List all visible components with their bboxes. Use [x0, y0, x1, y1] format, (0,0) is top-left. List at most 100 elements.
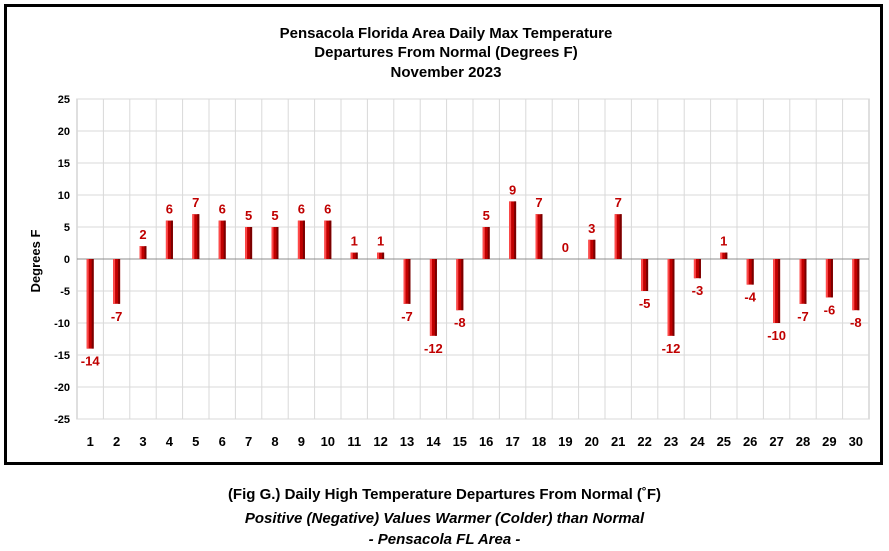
data-label: 5	[245, 208, 252, 223]
bar-shade	[91, 259, 94, 349]
x-tick-label: 21	[611, 434, 625, 449]
x-tick-label: 17	[505, 434, 519, 449]
bar	[113, 259, 121, 304]
caption-line-1: (Fig G.) Daily High Temperature Departur…	[227, 486, 662, 503]
bar-shade	[223, 220, 226, 259]
bar-highlight	[825, 259, 828, 298]
bar-shade	[514, 201, 517, 259]
chart-svg: Pensacola Florida Area Daily Max Tempera…	[28, 25, 870, 449]
y-tick-label: 10	[58, 190, 70, 202]
bar	[641, 259, 649, 291]
bar-shade	[197, 214, 200, 259]
bar-shade	[329, 220, 332, 259]
x-tick-label: 15	[453, 434, 467, 449]
x-tick-label: 18	[532, 434, 546, 449]
bar-shade	[487, 227, 490, 259]
bar	[297, 220, 305, 259]
x-tick-label: 7	[245, 434, 252, 449]
bar-shade	[276, 227, 279, 259]
bar-shade	[804, 259, 807, 304]
bar-shade	[461, 259, 464, 311]
bar-shade	[778, 259, 781, 323]
bar	[165, 220, 173, 259]
y-tick-label: -10	[54, 318, 70, 330]
bar	[139, 246, 147, 259]
chart-title-line-3: November 2023	[391, 64, 502, 81]
y-tick-label: -20	[54, 382, 70, 394]
bar	[456, 259, 464, 311]
y-tick-label: -25	[54, 414, 70, 426]
y-tick-label: 15	[58, 158, 70, 170]
bar-shade	[144, 246, 147, 259]
bar-highlight	[139, 246, 142, 259]
bar-highlight	[271, 227, 274, 259]
bar-highlight	[403, 259, 406, 304]
x-tick-label: 14	[426, 434, 441, 449]
data-label: 2	[139, 227, 146, 242]
bar	[720, 252, 728, 259]
plot-area: -25-20-15-10-50510152025-141-72236475665…	[54, 94, 870, 449]
bar	[271, 227, 279, 259]
bar-highlight	[614, 214, 617, 259]
bar-highlight	[482, 227, 485, 259]
bar-highlight	[218, 220, 221, 259]
data-label: -7	[111, 309, 123, 324]
x-tick-label: 12	[373, 434, 387, 449]
data-label: 6	[219, 202, 226, 217]
bar-highlight	[245, 227, 248, 259]
x-tick-label: 3	[139, 434, 146, 449]
bar-shade	[646, 259, 649, 291]
y-tick-label: -5	[60, 286, 70, 298]
bar-highlight	[297, 220, 300, 259]
bar	[614, 214, 622, 259]
bar	[429, 259, 437, 336]
x-tick-label: 25	[717, 434, 731, 449]
x-tick-label: 24	[690, 434, 705, 449]
data-label: -4	[744, 290, 756, 305]
data-label: 6	[166, 202, 173, 217]
x-tick-label: 6	[219, 434, 226, 449]
bar-highlight	[86, 259, 89, 349]
bar-highlight	[588, 239, 591, 259]
y-tick-label: 25	[58, 94, 70, 106]
x-tick-label: 10	[321, 434, 335, 449]
data-label: -7	[797, 309, 809, 324]
bar-shade	[170, 220, 173, 259]
bar	[667, 259, 675, 336]
bar	[377, 252, 385, 259]
bar-shade	[698, 259, 701, 279]
data-label: 7	[535, 195, 542, 210]
data-label: -8	[850, 315, 862, 330]
data-label: -5	[639, 296, 651, 311]
data-label: -12	[424, 341, 443, 356]
bar-highlight	[535, 214, 538, 259]
bar	[350, 252, 358, 259]
x-tick-label: 30	[849, 434, 863, 449]
data-label: -14	[81, 354, 101, 369]
x-tick-label: 11	[347, 434, 361, 449]
bar-highlight	[456, 259, 459, 311]
x-tick-label: 26	[743, 434, 757, 449]
bar-shade	[250, 227, 253, 259]
bar	[588, 239, 596, 259]
data-label: 1	[351, 234, 358, 249]
y-tick-label: -15	[54, 350, 70, 362]
bar-shade	[830, 259, 833, 298]
bar-highlight	[693, 259, 696, 279]
bar	[482, 227, 490, 259]
bar-shade	[672, 259, 675, 336]
bar-highlight	[641, 259, 644, 291]
bar-shade	[619, 214, 622, 259]
x-tick-label: 28	[796, 434, 810, 449]
bar	[245, 227, 253, 259]
x-tick-label: 27	[769, 434, 783, 449]
bar-highlight	[165, 220, 168, 259]
bar	[693, 259, 701, 279]
bar-highlight	[852, 259, 855, 311]
bar-highlight	[377, 252, 380, 259]
data-label: -8	[454, 315, 466, 330]
caption-line-3: - Pensacola FL Area -	[368, 531, 521, 548]
y-tick-label: 0	[64, 254, 70, 266]
chart-title-line-2: Departures From Normal (Degrees F)	[314, 44, 577, 61]
bar-highlight	[324, 220, 327, 259]
